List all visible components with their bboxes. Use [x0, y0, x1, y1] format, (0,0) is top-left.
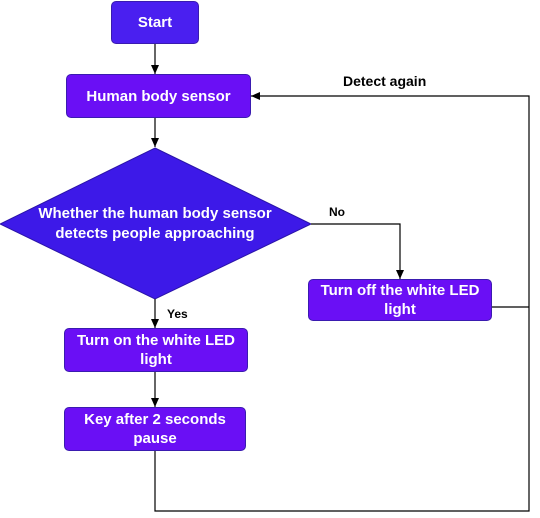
led-off-node: Turn off the white LED light [308, 279, 492, 321]
start-node: Start [111, 1, 199, 44]
pause-node: Key after 2 seconds pause [64, 407, 246, 451]
no-label: No [329, 205, 345, 219]
yes-label: Yes [167, 307, 188, 321]
detect-again-label: Detect again [343, 73, 427, 89]
decision-label: Whether the human body sensor detects pe… [38, 205, 272, 242]
arrow-decision-to-led-off [311, 223, 404, 279]
loop-back-to-sensor [251, 92, 530, 307]
led-on-node: Turn on the white LED light [64, 328, 248, 372]
loop-from-pause [154, 307, 530, 512]
sensor-node: Human body sensor [66, 74, 251, 118]
